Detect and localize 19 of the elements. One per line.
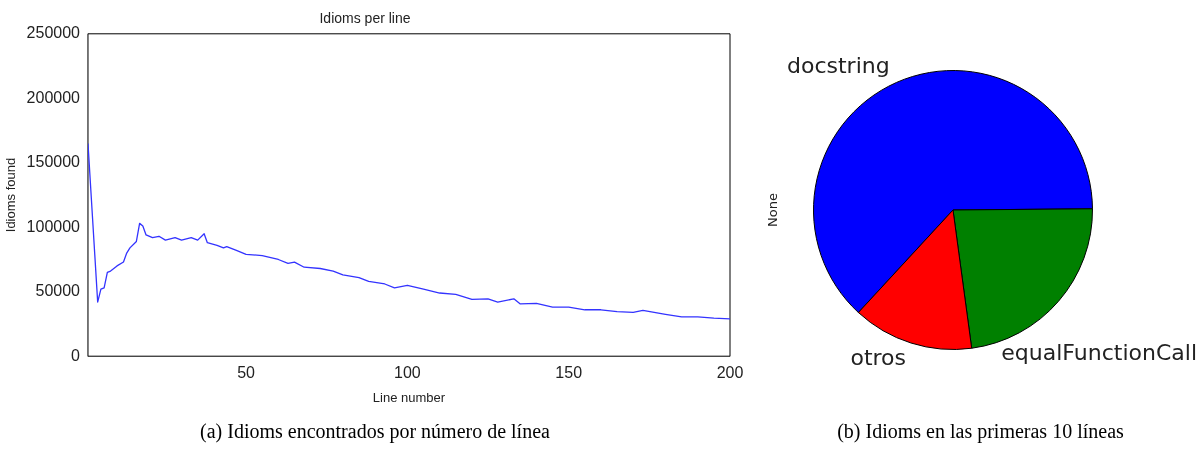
y-tick-label: 200000 [26, 88, 81, 106]
y-tick-label: 150000 [26, 153, 81, 171]
x-tick-label: 50 [237, 364, 256, 382]
slice-label: docstring [787, 52, 890, 78]
text: None [765, 193, 781, 227]
chart-title: Idioms per line [319, 10, 411, 27]
y-tick-label: 0 [71, 346, 81, 364]
x-axis-title: Line number [372, 389, 446, 405]
slice-label: otros [850, 344, 907, 370]
y-axis-title: Idioms found [3, 157, 19, 233]
text: (a) Idioms encontrados por número de línea [199, 420, 551, 443]
y-tick-label: 250000 [26, 24, 81, 42]
y-tick-label: 50000 [35, 282, 81, 300]
x-tick-label: 150 [555, 364, 583, 382]
y-tick-label: 100000 [26, 217, 81, 235]
x-tick-label: 100 [394, 364, 421, 382]
slice-label: equalFunctionCall [1001, 340, 1198, 366]
text: (b) Idioms en las primeras 10 líneas [836, 420, 1125, 443]
x-tick-label: 200 [716, 364, 744, 382]
